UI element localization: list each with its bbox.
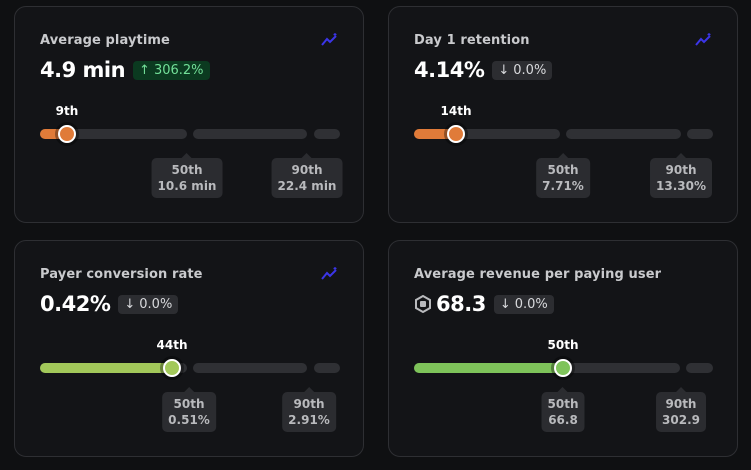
p50-label: 50th [547, 163, 579, 177]
track-segment [314, 363, 340, 373]
arrow-down-icon: ↓ [498, 62, 510, 78]
percentile-marker[interactable] [554, 359, 572, 377]
trend-sparkle-icon[interactable] [321, 33, 339, 47]
arrow-down-icon: ↓ [499, 296, 511, 312]
card-title: Average playtime [40, 33, 170, 48]
p50-label: 50th [171, 163, 203, 177]
percentile-fill [414, 363, 563, 373]
track-segment [193, 363, 307, 373]
percentile-label: 50th [547, 338, 579, 352]
delta-value: 0.0% [513, 62, 547, 78]
p90-tooltip: 90th 302.9 [656, 387, 706, 432]
delta-badge: ↓ 0.0% [118, 294, 179, 314]
p50-tooltip: 50th 7.71% [536, 153, 590, 198]
delta-value: 306.2% [153, 62, 204, 78]
p50-value: 66.8 [548, 413, 578, 427]
p90-tooltip: 90th 22.4 min [271, 153, 343, 198]
percentile-label: 44th [156, 338, 188, 352]
metric-card-day1-retention: Day 1 retention 4.14% ↓ 0.0% 14th 50th 7.7… [388, 6, 738, 223]
percentile-marker[interactable] [163, 359, 181, 377]
p50-value: 7.71% [542, 179, 584, 193]
arrow-down-icon: ↓ [124, 296, 136, 312]
card-title: Day 1 retention [414, 33, 530, 48]
track-segment [414, 129, 560, 139]
p50-tooltip: 50th 10.6 min [151, 153, 223, 198]
card-title: Average revenue per paying user [414, 267, 662, 282]
p50-tooltip: 50th 0.51% [162, 387, 216, 432]
delta-badge: ↓ 0.0% [493, 294, 554, 314]
p90-label: 90th [665, 397, 697, 411]
track-segment [687, 129, 713, 139]
p90-label: 90th [665, 163, 697, 177]
arrow-up-icon: ↑ [139, 62, 150, 78]
track-segment [40, 129, 187, 139]
card-title: Payer conversion rate [40, 267, 203, 282]
percentile-label: 14th [440, 104, 472, 118]
metric-value: 68.3 [436, 292, 486, 316]
p90-value: 2.91% [288, 413, 330, 427]
p50-value: 0.51% [168, 413, 210, 427]
p90-value: 302.9 [662, 413, 700, 427]
delta-badge: ↑ 306.2% [133, 60, 210, 80]
p90-value: 13.30% [656, 179, 706, 193]
delta-value: 0.0% [514, 296, 548, 312]
p50-label: 50th [173, 397, 205, 411]
delta-value: 0.0% [139, 296, 173, 312]
p50-label: 50th [547, 397, 579, 411]
trend-sparkle-icon[interactable] [321, 267, 339, 281]
track-segment [566, 129, 681, 139]
metric-value: 4.14% [414, 58, 485, 82]
metric-value: 4.9 min [40, 58, 126, 82]
p90-label: 90th [293, 397, 325, 411]
trend-sparkle-icon[interactable] [695, 33, 713, 47]
p50-tooltip: 50th 66.8 [541, 387, 585, 432]
p90-tooltip: 90th 13.30% [650, 153, 712, 198]
percentile-fill [40, 363, 172, 373]
metric-card-average-playtime: Average playtime 4.9 min ↑ 306.2% 9th 50t… [14, 6, 364, 223]
metric-card-payer-conversion: Payer conversion rate 0.42% ↓ 0.0% 44th 5… [14, 240, 364, 457]
percentile-fill [40, 129, 67, 139]
p90-value: 22.4 min [277, 179, 337, 193]
metric-value: 0.42% [40, 292, 111, 316]
p50-value: 10.6 min [157, 179, 217, 193]
p90-tooltip: 90th 2.91% [282, 387, 336, 432]
delta-badge: ↓ 0.0% [492, 60, 553, 80]
track-segment [314, 129, 340, 139]
percentile-label: 9th [55, 104, 79, 118]
p90-label: 90th [291, 163, 323, 177]
percentile-marker[interactable] [447, 125, 465, 143]
track-segment [686, 363, 713, 373]
metric-card-arppu: Average revenue per paying user 68.3 ↓ 0.… [388, 240, 738, 457]
robux-icon [415, 295, 431, 313]
percentile-marker[interactable] [58, 125, 76, 143]
percentile-fill [414, 129, 456, 139]
track-segment [193, 129, 307, 139]
